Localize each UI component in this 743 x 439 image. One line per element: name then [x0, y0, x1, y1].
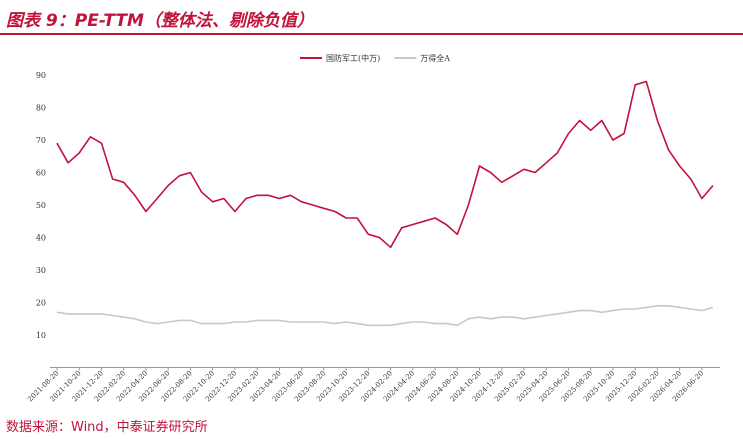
- title: 图表 9：PE-TTM（整体法、剔除负值）: [6, 11, 314, 31]
- title-rule: [0, 33, 743, 35]
- line-series: [56, 80, 714, 249]
- y-tick-label: 30: [36, 266, 46, 275]
- y-tick-label: 10: [36, 331, 46, 340]
- source: 数据来源：Wind，中泰证券研究所: [6, 420, 208, 435]
- legend-label: 万得全A: [420, 53, 450, 63]
- y-tick-label: 50: [36, 201, 46, 210]
- y-tick-label: 80: [36, 104, 46, 113]
- y-tick-label: 60: [36, 169, 46, 178]
- y-tick-label: 70: [36, 136, 46, 145]
- y-tick-label: 90: [36, 71, 46, 80]
- y-tick-label: 40: [36, 234, 46, 243]
- line-series: [56, 305, 714, 327]
- legend-label: 国防军工(中万): [326, 53, 380, 63]
- y-tick-label: 20: [36, 299, 46, 308]
- chart: 1020304050607080902021-08-202021-10-2020…: [26, 53, 720, 403]
